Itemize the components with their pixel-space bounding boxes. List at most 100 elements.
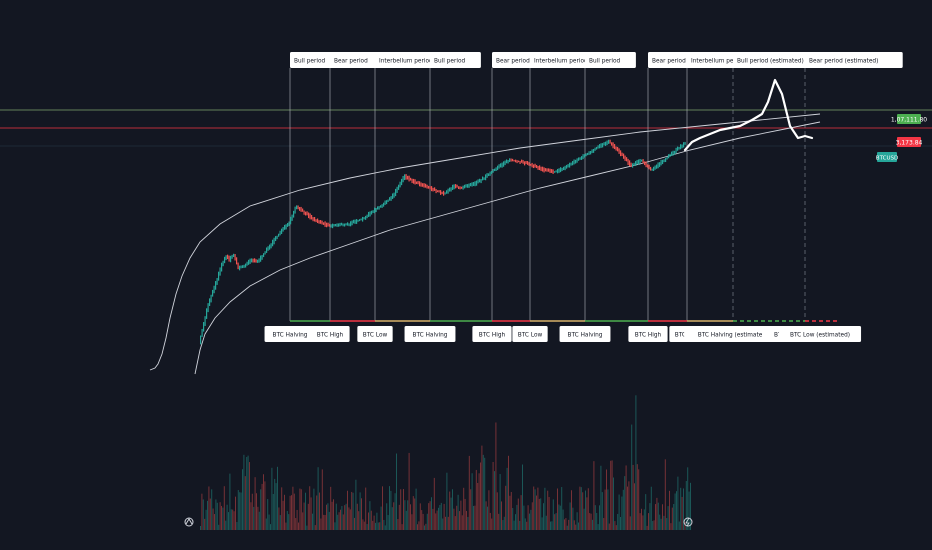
volume-bar	[354, 517, 355, 530]
price-candle	[422, 183, 424, 187]
price-candle	[284, 224, 286, 230]
price-candle	[267, 246, 269, 251]
volume-bar	[202, 499, 204, 530]
volume-bar	[618, 494, 620, 530]
volume-bar	[321, 469, 323, 530]
volume-bar	[561, 487, 563, 530]
price-candle	[528, 162, 530, 166]
price-candle	[657, 162, 659, 169]
price-candle	[615, 146, 617, 151]
volume-bar	[554, 514, 556, 530]
volume-bar	[340, 509, 341, 530]
price-candle	[533, 164, 535, 169]
volume-bar	[267, 499, 269, 530]
volume-bar	[610, 460, 612, 530]
volume-bar	[450, 497, 452, 530]
volume-bar	[446, 472, 448, 530]
volume-bar	[587, 488, 589, 530]
price-candle	[303, 210, 305, 215]
price-candle	[621, 152, 623, 157]
volume-bar	[428, 503, 430, 530]
start-marker-icon[interactable]	[184, 517, 194, 527]
volume-bar	[240, 492, 242, 530]
price-candle	[239, 265, 241, 271]
volume-bar	[503, 516, 505, 530]
price-candle	[453, 184, 455, 190]
period-label-box	[805, 52, 903, 68]
price-candle	[441, 191, 443, 195]
volume-bar	[603, 518, 605, 530]
price-candle	[635, 161, 637, 167]
volume-bar	[627, 486, 628, 530]
event-labels: BTC Halving BTC High BTC Low BTC Halving BTC…	[264, 326, 862, 342]
volume-bar	[260, 489, 262, 530]
volume-bar	[638, 469, 640, 530]
volume-bar	[365, 487, 367, 530]
volume-bar	[324, 514, 326, 530]
volume-bar	[512, 508, 514, 530]
volume-bar	[295, 518, 297, 530]
volume-bar	[611, 460, 613, 530]
volume-bar	[482, 454, 484, 530]
price-candle	[500, 163, 502, 168]
lightning-icon[interactable]	[683, 517, 693, 527]
volume-bar	[478, 473, 480, 530]
price-candle	[627, 158, 629, 165]
volume-bar	[299, 488, 301, 530]
price-candle	[213, 285, 215, 294]
price-candle	[291, 214, 293, 221]
volume-bar	[471, 473, 473, 530]
volume-bar	[445, 516, 446, 530]
price-candle	[680, 144, 682, 150]
volume-bar	[237, 490, 239, 530]
price-candle	[396, 186, 398, 193]
price-candle	[450, 187, 452, 192]
volume-bar	[225, 520, 227, 530]
price-candle	[602, 143, 604, 148]
price-candle	[435, 189, 437, 194]
volume-bar	[439, 504, 441, 530]
price-candle	[225, 255, 227, 261]
price-candle	[584, 154, 586, 158]
price-candle	[474, 181, 476, 187]
volume-bar	[552, 499, 554, 530]
price-candle	[360, 218, 362, 221]
volume-bar	[460, 500, 462, 530]
price-candle	[651, 168, 653, 171]
price-candle	[473, 182, 475, 186]
volume-bar	[401, 524, 403, 530]
volume-bar	[575, 524, 577, 530]
price-candle	[573, 159, 575, 165]
volume-bar	[233, 511, 235, 530]
event-label-text: BTC Halving	[413, 333, 448, 339]
volume-bar	[489, 512, 491, 530]
price-candle	[546, 168, 548, 172]
event-label-box	[778, 326, 862, 342]
price-candle	[639, 158, 641, 164]
symbol-tag: BTCUSD	[876, 152, 898, 162]
price-candle	[329, 223, 331, 227]
volume-bar	[422, 513, 424, 530]
volume-bar	[551, 521, 553, 530]
volume-bar	[459, 511, 460, 530]
price-candle	[261, 255, 263, 260]
volume-bar	[285, 522, 287, 530]
price-candle	[381, 204, 383, 208]
volume-bar	[411, 514, 413, 530]
volume-bar	[467, 516, 469, 530]
volume-bar	[502, 520, 504, 530]
volume-bar	[344, 505, 346, 530]
event-label-box	[357, 326, 393, 342]
event-label-box	[310, 326, 350, 342]
volume-bar	[268, 514, 270, 530]
price-candle	[681, 144, 683, 149]
event-label-text: BTC High	[479, 333, 506, 339]
volume-bar	[438, 507, 439, 530]
volume-bar	[286, 510, 288, 530]
volume-bar	[484, 457, 486, 530]
volume-bar	[242, 469, 243, 530]
lower-growth-curve	[194, 121, 821, 375]
volume-bar	[258, 511, 260, 530]
